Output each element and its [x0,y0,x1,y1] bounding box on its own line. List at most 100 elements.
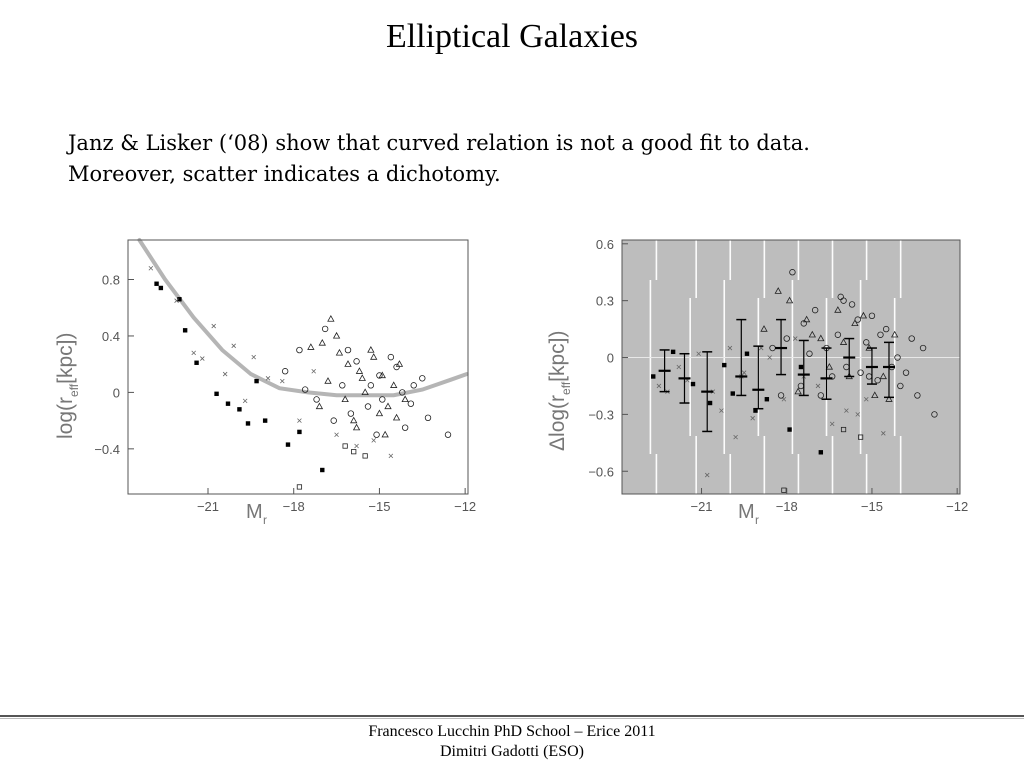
data-point-filled-square [798,364,804,370]
y-tick-label: 0.8 [102,273,120,288]
data-point-open-circle [857,369,864,376]
data-point-open-triangle [367,346,375,353]
data-point-open-circle [364,403,372,410]
y-tick-label: 0.4 [102,329,120,344]
x-tick-label: −12 [946,499,968,514]
y-tick-label: −0.6 [588,464,614,479]
data-point-cross [200,356,205,361]
y-tick-label: −0.3 [588,407,614,422]
data-point-open-circle [811,306,819,314]
data-point-open-circle [897,382,904,390]
data-point-open-circle [407,400,415,407]
x-tick-label: −12 [454,499,476,514]
data-point-open-circle [902,369,910,376]
data-point-open-triangle [384,402,392,410]
data-point-open-circle [387,353,395,361]
data-point-cross [388,453,394,459]
data-point-open-circle [330,417,337,424]
x-axis-label: M [246,501,263,523]
data-point-open-triangle [859,311,868,319]
data-point-open-circle [837,293,844,301]
y-tick-label: 0.6 [596,237,614,252]
footer-divider-shadow [0,718,1024,719]
data-point-open-circle [376,372,383,379]
data-point-cross [844,408,849,413]
data-point-open-circle [444,431,452,438]
data-point-open-circle [877,331,884,338]
data-point-cross [863,396,869,402]
data-point-open-circle [410,382,417,389]
data-point-filled-square [237,407,242,412]
data-point-filled-square [254,378,259,384]
data-point-filled-square [818,450,824,455]
series-filled-square [651,349,824,455]
data-point-open-triangle [890,330,899,338]
data-point-open-triangle [352,423,361,431]
fit-curve [137,238,469,398]
data-point-open-square [840,426,847,433]
data-point-open-circle [353,358,360,365]
x-tick-label: −15 [368,499,390,514]
data-point-open-circle [874,377,881,384]
data-point-open-circle [894,354,901,361]
data-point-open-circle [367,382,375,389]
data-point-open-circle [914,392,921,399]
data-point-cross [280,378,285,384]
y-axis-label: log(reff[kpc]) [54,333,81,439]
data-point-cross [704,472,710,478]
data-point-open-triangle [817,334,825,342]
plot-area [128,240,468,494]
data-point-open-circle [419,375,426,382]
body-line-2: Moreover, scatter indicates a dichotomy. [68,162,501,186]
data-point-open-triangle [332,331,341,339]
data-point-cross [656,383,662,389]
data-point-cross [727,345,733,351]
data-point-filled-square [690,381,696,387]
data-point-cross [719,408,724,413]
data-point-open-triangle [335,348,344,356]
data-point-open-triangle [760,325,768,332]
series-open-triangle [307,314,409,438]
data-point-open-triangle [324,377,332,384]
data-point-open-circle [848,301,856,308]
data-point-open-square [296,484,303,490]
data-point-open-triangle [825,362,834,370]
data-point-cross [741,370,747,375]
data-point-cross [222,371,228,377]
data-point-filled-square [182,328,188,333]
data-point-cross [855,412,861,417]
residual-scatter-chart: −21 −18 −15 −12 0.6 0.3 0 −0.3 −0.6 M r Δlog(reff[k… [546,237,968,527]
data-point-open-circle [401,424,409,431]
data-point-open-circle [339,382,346,389]
series-open-circle [769,269,938,418]
data-point-cross [676,364,682,370]
data-point-open-square [857,434,864,440]
data-point-open-triangle [307,343,315,350]
data-point-open-circle [789,269,796,276]
data-point-open-circle [344,346,352,354]
data-point-open-circle [854,316,861,323]
data-point-open-circle [379,396,386,403]
data-point-open-triangle [358,374,366,381]
x-tick-label: −21 [690,499,712,514]
data-point-cross [265,376,271,381]
data-point-open-triangle [381,430,389,438]
data-point-open-triangle [885,395,893,402]
data-point-open-circle [882,325,890,333]
data-point-open-triangle [401,395,409,403]
data-point-filled-square [177,297,182,302]
data-point-open-circle [313,396,320,403]
data-point-filled-square [320,467,325,473]
x-axis-label-subscript: r [755,513,759,527]
data-point-open-triangle [315,402,324,410]
data-point-open-circle [908,335,915,342]
data-point-open-triangle [839,338,848,345]
data-point-filled-square [154,281,159,286]
data-point-cross [191,350,196,356]
x-tick-label: −21 [197,499,219,514]
data-point-open-circle [863,339,870,346]
data-point-open-circle [399,389,406,396]
data-point-filled-square [214,391,219,397]
series-open-triangle [760,287,899,402]
x-tick-label: −18 [776,499,798,514]
